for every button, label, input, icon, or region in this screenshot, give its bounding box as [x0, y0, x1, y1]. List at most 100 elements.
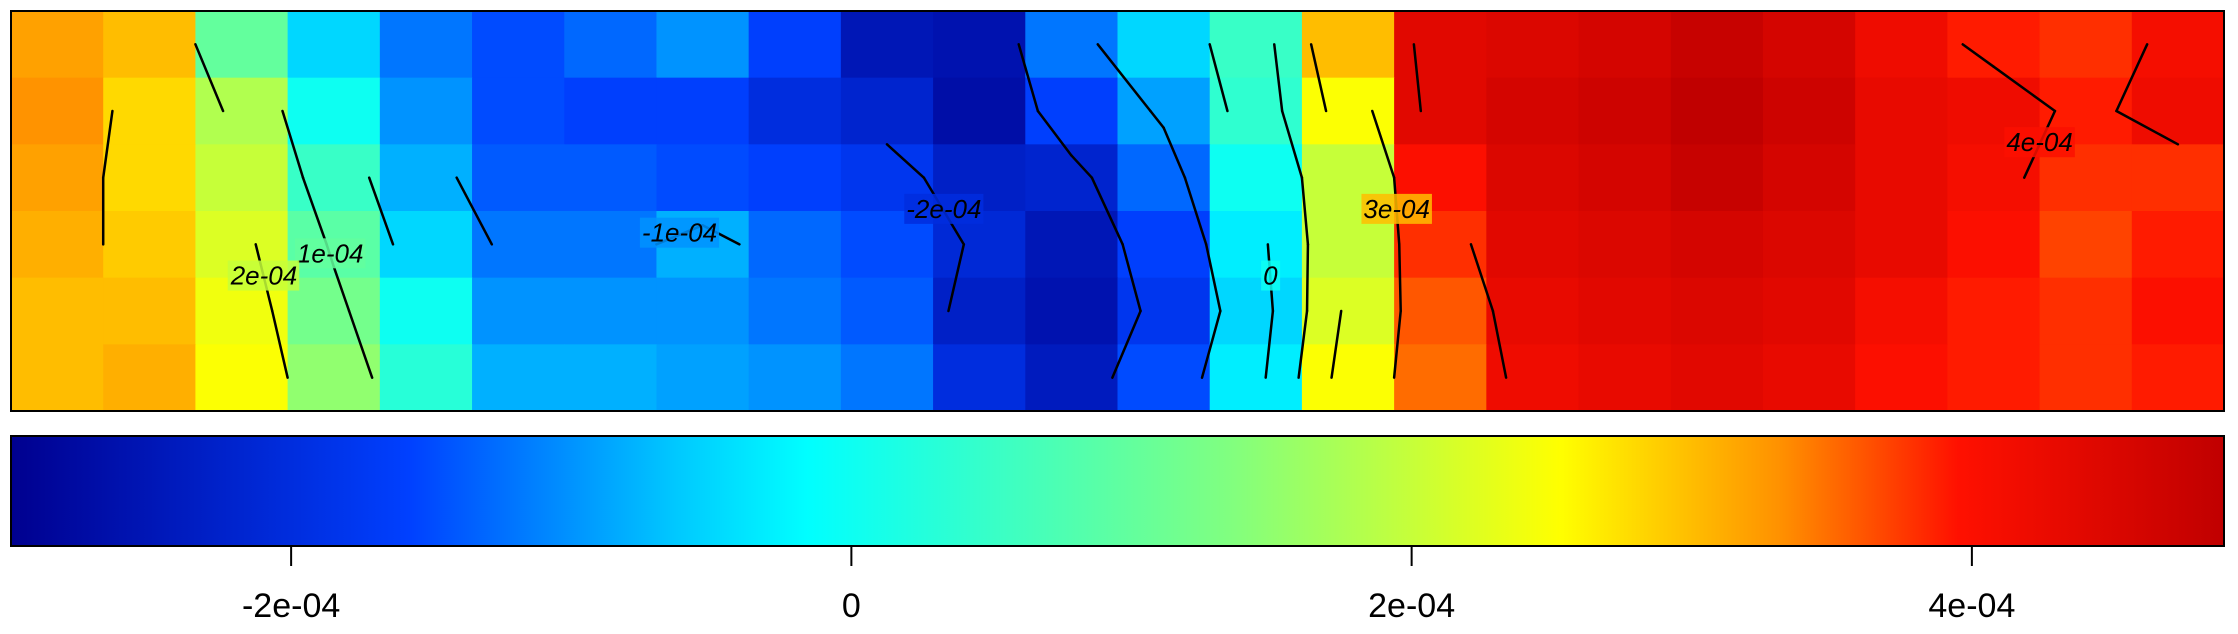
contour-line	[1208, 43, 1229, 113]
contour-line	[1280, 109, 1304, 179]
heat-cell	[1855, 11, 1948, 79]
heat-cell	[1947, 277, 2041, 345]
heat-cell	[1578, 344, 1672, 412]
heat-cell	[1486, 11, 1580, 79]
heat-cell	[564, 277, 658, 345]
heat-cell	[656, 11, 750, 79]
heat-cell	[933, 277, 1026, 345]
heat-cell	[1855, 77, 1948, 145]
heat-cell	[103, 344, 197, 412]
heat-cell	[1394, 344, 1487, 412]
heat-cell	[656, 277, 750, 345]
heat-cell	[1209, 11, 1303, 79]
heat-cell	[2131, 77, 2225, 145]
heat-cell	[1301, 277, 1395, 345]
heat-cell	[1578, 77, 1672, 145]
heat-cell	[1117, 211, 1211, 279]
heat-cell	[1670, 144, 1764, 212]
heat-cell	[11, 77, 104, 145]
contour-label-bg	[294, 238, 366, 269]
heat-cell	[1025, 344, 1119, 412]
contour-line	[1300, 176, 1310, 246]
contour-label-bg	[639, 217, 720, 248]
contour-line	[1330, 309, 1343, 379]
contour-line	[885, 143, 926, 179]
heat-cell	[564, 77, 658, 145]
heat-cell	[11, 277, 104, 345]
tick-label: 4e-04	[1928, 587, 2015, 625]
heat-cell	[748, 211, 842, 279]
heat-cell	[472, 277, 565, 345]
heat-cell	[840, 77, 934, 145]
heat-cell	[933, 77, 1026, 145]
contour-line	[101, 109, 114, 179]
contour-line	[1017, 43, 1040, 113]
contour-line	[271, 309, 289, 379]
heat-cell	[1209, 344, 1303, 412]
heat-cell	[933, 344, 1026, 412]
heat-cell	[472, 77, 565, 145]
heat-cell	[379, 344, 473, 412]
colorbar	[10, 435, 2225, 547]
contour-line	[1111, 309, 1142, 379]
heat-cell	[840, 277, 934, 345]
heat-cell	[1025, 211, 1119, 279]
heat-cell	[1209, 277, 1303, 345]
heat-cell	[1762, 77, 1856, 145]
heat-cell	[472, 211, 565, 279]
heat-cell	[2039, 11, 2133, 79]
contour-line	[1121, 243, 1142, 313]
heat-cell	[1670, 277, 1764, 345]
contour-line	[1204, 243, 1222, 313]
contour-line	[1371, 109, 1396, 179]
heat-cell	[103, 144, 197, 212]
contour-label: 1e-04	[297, 238, 364, 268]
heat-cell	[933, 11, 1026, 79]
heat-cell	[472, 11, 565, 79]
heat-cell	[1670, 211, 1764, 279]
heat-cell	[287, 77, 381, 145]
contour-label: 3e-04	[1363, 194, 1430, 224]
heat-cell	[748, 11, 842, 79]
tick-label: -2e-04	[242, 587, 340, 625]
contour-label-bg	[904, 193, 984, 224]
heat-cell	[103, 77, 197, 145]
heat-cell	[656, 344, 750, 412]
heat-cell	[103, 11, 197, 79]
contour-line	[194, 43, 225, 113]
heat-cell	[1117, 344, 1211, 412]
heat-cell	[1670, 11, 1764, 79]
heat-cell	[1025, 277, 1119, 345]
contour-line	[301, 176, 328, 246]
contour-line	[1992, 65, 2057, 113]
heat-cell	[1117, 11, 1211, 79]
heat-cell	[2039, 277, 2133, 345]
heat-cell	[1670, 77, 1764, 145]
heat-cell	[1578, 211, 1672, 279]
heat-cell	[195, 144, 289, 212]
heat-cell	[11, 144, 104, 212]
heat-cell	[1762, 11, 1856, 79]
contour-line	[947, 243, 966, 313]
heat-cell	[1762, 144, 1856, 212]
contour-label-bg	[1261, 260, 1281, 291]
contour-line	[1297, 309, 1309, 379]
contour-line	[1469, 243, 1495, 313]
contour-line	[332, 265, 351, 313]
contour-line	[1070, 154, 1094, 179]
contour-label: 0	[1263, 261, 1278, 291]
heat-cell	[379, 77, 473, 145]
heat-cell	[1578, 277, 1672, 345]
heat-cell	[379, 144, 473, 212]
heat-cell	[103, 277, 197, 345]
heat-cell	[287, 344, 381, 412]
heat-cell	[564, 344, 658, 412]
contour-label: -2e-04	[906, 194, 981, 224]
heat-cell	[1025, 77, 1119, 145]
heat-cell	[1855, 344, 1948, 412]
heat-cell	[748, 77, 842, 145]
plot-frame	[10, 10, 2225, 412]
heat-cell	[840, 11, 934, 79]
